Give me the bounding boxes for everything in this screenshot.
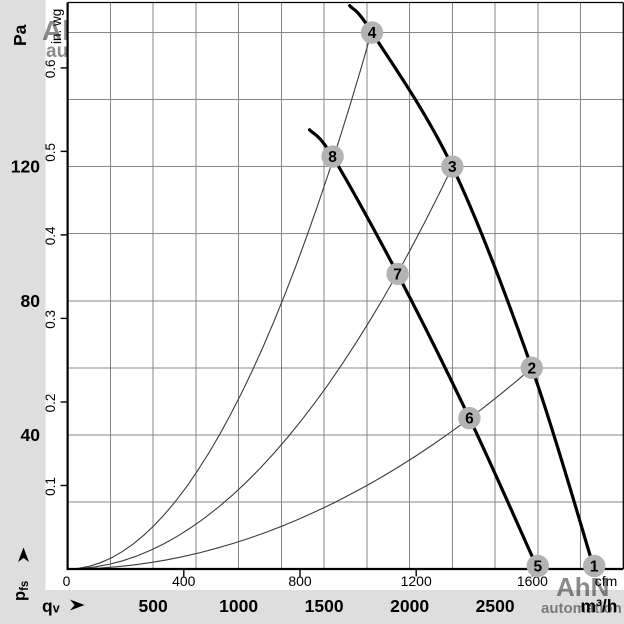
operating-point-marker-8: 8 xyxy=(321,145,344,168)
operating-point-marker-2: 2 xyxy=(520,356,543,379)
marker-number: 7 xyxy=(393,267,402,284)
watermark-text: AhN xyxy=(556,572,609,602)
inwg-tick-label: 0.3 xyxy=(43,310,58,329)
marker-number: 5 xyxy=(533,559,542,576)
operating-point-marker-6: 6 xyxy=(458,406,481,430)
pa-axis-unit-label: Pa xyxy=(10,24,30,46)
inwg-axis-unit-label: in. wg xyxy=(49,9,64,44)
pa-tick-label: 120 xyxy=(11,157,40,177)
cfm-tick-label: 800 xyxy=(288,573,312,589)
cfm-tick-label: 1200 xyxy=(401,573,432,589)
operating-point-marker-4: 4 xyxy=(360,21,384,44)
system-curve-through-4-8 xyxy=(67,30,373,570)
plot-area xyxy=(67,2,624,569)
m3h-tick-label: 1000 xyxy=(219,596,258,616)
operating-point-marker-1: 1 xyxy=(583,554,606,578)
marker-circle xyxy=(526,554,549,578)
watermark-bottom-right: AhN automation xyxy=(541,572,622,617)
inwg-tick-label: 0.5 xyxy=(43,143,58,162)
marker-number: 1 xyxy=(590,559,599,576)
marker-circle xyxy=(458,406,481,430)
flow-symbol-subscript: v xyxy=(53,602,60,616)
marker-number: 8 xyxy=(328,149,337,166)
pressure-axis-symbol: pfs xyxy=(11,581,31,601)
inwg-tick-label: 0.6 xyxy=(43,60,58,79)
pressure-direction-arrow-icon xyxy=(18,547,29,562)
m3h-unit-label: m³/h xyxy=(581,596,618,616)
flow-direction-arrow-icon xyxy=(70,599,85,611)
cfm-tick-label: 400 xyxy=(172,573,196,589)
marker-number: 4 xyxy=(368,25,377,42)
inwg-tick-label: 0.2 xyxy=(43,394,58,413)
marker-number: 3 xyxy=(448,159,457,176)
marker-circle xyxy=(583,554,606,578)
system-curve-through-2-6 xyxy=(67,367,533,570)
flow-symbol: q xyxy=(42,596,53,616)
m3h-scale-strip xyxy=(0,590,624,624)
marker-circle xyxy=(520,356,543,379)
marker-number: 6 xyxy=(465,411,474,428)
inwg-tick-label: 0.4 xyxy=(43,226,58,245)
pa-tick-label: 40 xyxy=(21,425,41,445)
cfm-unit-label: cfm xyxy=(595,573,618,589)
marker-number: 2 xyxy=(527,360,536,377)
flow-axis-symbol: qv xyxy=(42,596,60,616)
marker-circle xyxy=(321,145,344,168)
pressure-symbol: p xyxy=(11,591,29,601)
operating-point-marker-5: 5 xyxy=(526,554,549,578)
m3h-tick-label: 2000 xyxy=(390,596,429,616)
pa-tick-label: 80 xyxy=(21,291,41,311)
system-curve-through-3-7 xyxy=(67,166,453,570)
operating-point-marker-3: 3 xyxy=(441,155,464,178)
m3h-tick-label: 500 xyxy=(138,596,167,616)
marker-circle xyxy=(360,21,384,44)
m3h-tick-label: 2500 xyxy=(476,596,515,616)
operating-point-marker-7: 7 xyxy=(386,262,409,286)
watermark-text: automation xyxy=(541,600,622,617)
marker-circle xyxy=(441,155,464,178)
x-axis-origin-label: 0 xyxy=(63,573,71,589)
cfm-tick-label: 1600 xyxy=(517,573,548,589)
pressure-symbol-subscript: fs xyxy=(19,581,31,591)
m3h-tick-label: 1500 xyxy=(305,596,344,616)
inwg-tick-label: 0.1 xyxy=(43,477,58,496)
marker-circle xyxy=(386,262,409,286)
